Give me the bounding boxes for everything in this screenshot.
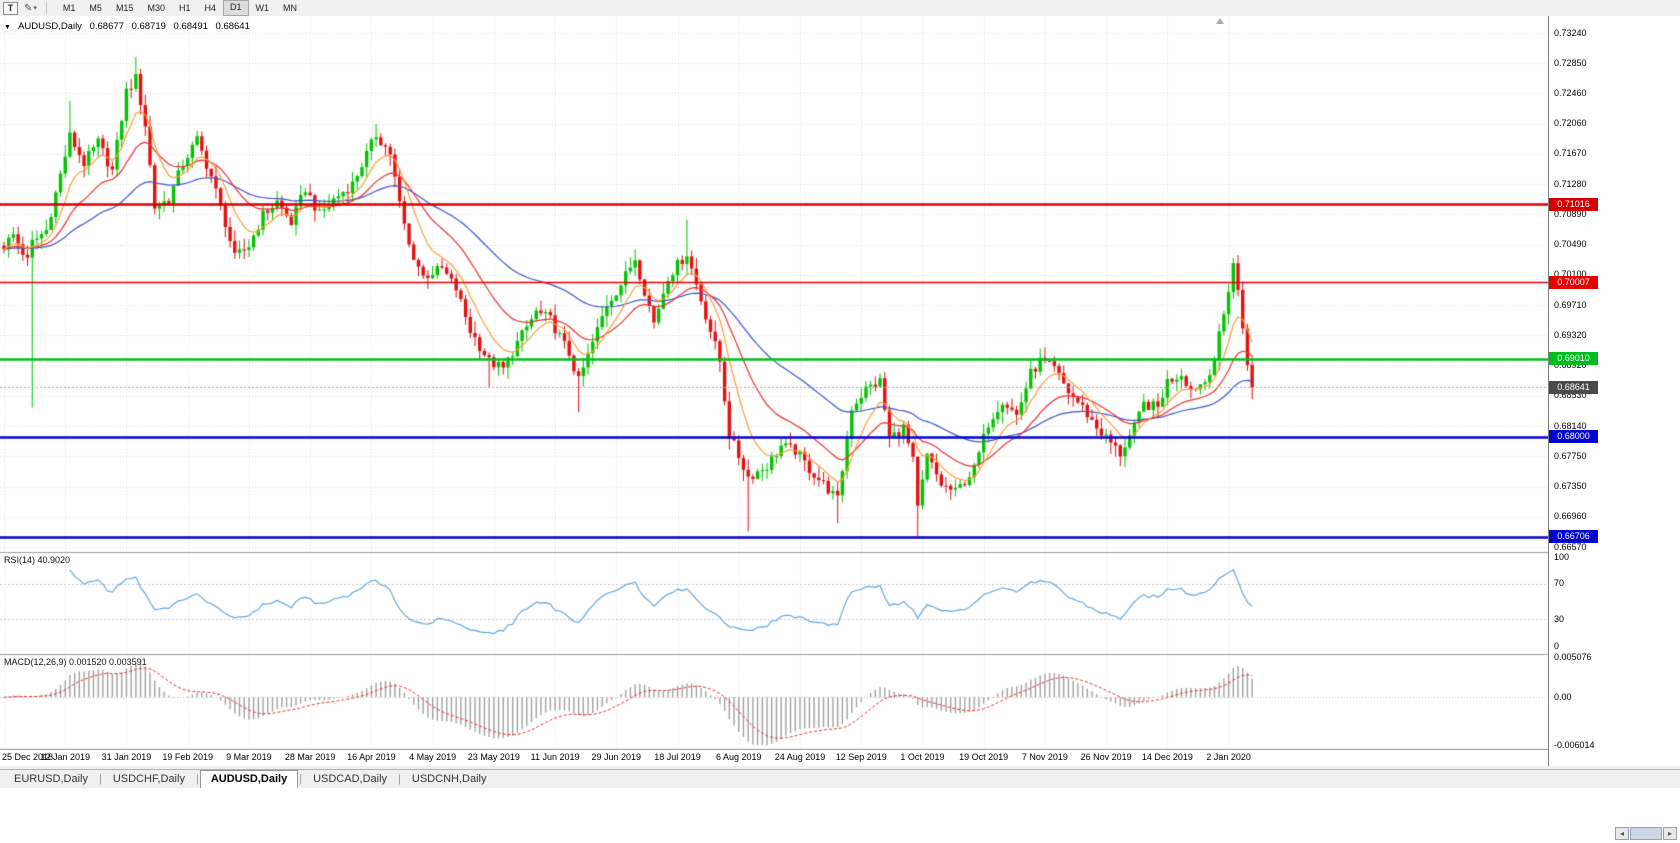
macd-axis-label: 0.00 xyxy=(1554,691,1572,702)
rsi-axis-label: 30 xyxy=(1554,613,1565,624)
date-axis-label: 28 Mar 2019 xyxy=(284,752,336,762)
bottom-strip: ◂ ▸ xyxy=(0,788,1680,843)
price-level-tag: 0.66706 xyxy=(1549,530,1598,544)
date-axis-label: 29 Jun 2019 xyxy=(591,752,642,762)
symbol-dropdown-icon[interactable]: ▼ xyxy=(4,24,11,31)
chart-shift-marker-icon xyxy=(1216,18,1224,24)
price-axis-label: 0.73240 xyxy=(1554,27,1587,38)
tab-scrollbar[interactable]: ◂ ▸ xyxy=(1615,827,1677,840)
date-axis-label: 25 Dec 2018 xyxy=(2,752,54,762)
date-axis-label: 11 Jun 2019 xyxy=(530,752,580,762)
timeframe-button-h4[interactable]: H4 xyxy=(204,3,216,13)
tab-separator: | xyxy=(299,773,303,785)
date-axis[interactable]: 25 Dec 2018 12 Jan 2019 31 Jan 2019 19 Feb … xyxy=(0,750,1548,766)
date-axis-label: 7 Nov 2019 xyxy=(1021,752,1068,762)
price-axis-label: 0.67350 xyxy=(1554,481,1587,492)
price-axis-label: 0.70490 xyxy=(1554,239,1587,250)
date-axis-label: 16 Apr 2019 xyxy=(347,752,396,762)
price-axis-label: 0.70100 xyxy=(1554,269,1587,280)
date-axis-label: 19 Feb 2019 xyxy=(162,752,213,762)
tool-dropdown-caret-icon[interactable]: ▾ xyxy=(33,5,37,12)
date-axis-label: 12 Sep 2019 xyxy=(835,752,887,762)
price-axis-label: 0.68530 xyxy=(1554,390,1587,401)
price-axis-label: 0.68140 xyxy=(1554,420,1587,431)
macd-axis-label: 0.005076 xyxy=(1554,651,1592,662)
top-toolbar: T ✎ ▾ M1 M5 M15 M30 H1 H4 D1 W1 MN xyxy=(0,0,1680,17)
timeframe-button-mn[interactable]: MN xyxy=(283,3,298,13)
timeframe-button-m5[interactable]: M5 xyxy=(89,3,102,13)
price-axis-label: 0.69320 xyxy=(1554,329,1587,340)
date-axis-label: 4 May 2019 xyxy=(409,752,457,762)
date-axis-label: 19 Oct 2019 xyxy=(959,752,1009,762)
date-axis-label: 9 Mar 2019 xyxy=(226,752,272,762)
chart-tab-audusd-daily[interactable]: AUDUSD,Daily xyxy=(199,770,299,788)
price-axis-label: 0.66960 xyxy=(1554,511,1587,522)
price-axis-label: 0.66570 xyxy=(1554,541,1587,552)
tab-separator: | xyxy=(195,773,199,785)
price-axis-label: 0.72060 xyxy=(1554,118,1587,129)
price-axis-label: 0.71670 xyxy=(1554,148,1587,159)
timeframe-button-h1[interactable]: H1 xyxy=(178,3,191,13)
price-axis-label: 0.72460 xyxy=(1554,87,1587,98)
scroll-right-button[interactable]: ▸ xyxy=(1663,827,1677,840)
rsi-axis-label: 0 xyxy=(1554,640,1560,651)
chart-tab-eurusd-daily[interactable]: EURUSD,Daily xyxy=(14,773,88,785)
price-level-tag: 0.69010 xyxy=(1549,352,1598,366)
chart-ohlc-header: ▼ AUDUSD,Daily 0.68677 0.68719 0.68491 0… xyxy=(4,21,255,32)
date-axis-label: 31 Jan 2019 xyxy=(101,752,152,762)
timeframe-button-m1[interactable]: M1 xyxy=(62,3,76,13)
price-axis-label: 0.72850 xyxy=(1554,57,1587,68)
pencil-tool-icon[interactable]: ✎ xyxy=(24,2,33,14)
price-axis-label: 0.71280 xyxy=(1554,178,1587,189)
price-level-tag: 0.71016 xyxy=(1549,197,1598,211)
chart-symbol-label: AUDUSD,Daily xyxy=(18,21,82,32)
scrollbar-thumb[interactable] xyxy=(1630,827,1662,840)
price-axis-label: 0.67750 xyxy=(1554,450,1587,461)
chart-tab-usdcnh-daily[interactable]: USDCNH,Daily xyxy=(411,773,487,785)
price-axis-label: 0.70890 xyxy=(1554,208,1587,219)
macd-axis-label: -0.006014 xyxy=(1554,739,1595,750)
date-axis-label: 26 Nov 2019 xyxy=(1080,752,1132,762)
ohlc-high-value: 0.68719 xyxy=(131,21,166,32)
chart-tab-usdcad-daily[interactable]: USDCAD,Daily xyxy=(313,773,388,785)
timeframe-button-m15[interactable]: M15 xyxy=(115,3,134,13)
scroll-left-button[interactable]: ◂ xyxy=(1615,827,1629,840)
date-axis-label: 12 Jan 2019 xyxy=(40,752,90,762)
date-axis-label: 2 Jan 2020 xyxy=(1206,752,1251,762)
rsi-axis-label: 70 xyxy=(1554,578,1565,589)
chart-canvas[interactable] xyxy=(0,16,1548,750)
timeframe-button-m30[interactable]: M30 xyxy=(147,3,165,13)
date-axis-label: 23 May 2019 xyxy=(467,752,520,762)
text-tool-button[interactable]: T xyxy=(3,1,18,15)
date-axis-label: 1 Oct 2019 xyxy=(900,752,945,762)
ohlc-close-value: 0.68641 xyxy=(215,21,250,32)
date-axis-label: 18 Jul 2019 xyxy=(654,752,701,762)
macd-indicator-label: MACD(12,26,9) 0.001520 0.003591 xyxy=(4,657,147,667)
price-level-tag: 0.70007 xyxy=(1549,275,1598,289)
timeframe-buttons: M1 M5 M15 M30 H1 H4 D1 W1 MN xyxy=(56,0,304,16)
tab-separator: | xyxy=(98,773,102,785)
date-axis-label: 6 Aug 2019 xyxy=(715,752,762,762)
chart-tab-usdchf-daily[interactable]: USDCHF,Daily xyxy=(112,773,185,785)
ohlc-open-value: 0.68677 xyxy=(89,21,124,32)
timeframe-button-d1[interactable]: D1 xyxy=(223,0,249,16)
price-level-tag: 0.68641 xyxy=(1549,380,1598,394)
chart-tab-bar: EURUSD,Daily | USDCHF,Daily | AUDUSD,Daily | U… xyxy=(0,769,1680,788)
tab-separator: | xyxy=(398,773,401,785)
date-axis-label: 24 Aug 2019 xyxy=(774,752,826,762)
price-axis-label: 0.69710 xyxy=(1554,299,1587,310)
toolbar-separator xyxy=(45,2,47,14)
price-level-tag: 0.68000 xyxy=(1549,430,1598,444)
ohlc-low-value: 0.68491 xyxy=(173,21,208,32)
timeframe-button-w1[interactable]: W1 xyxy=(255,3,270,13)
rsi-axis-label: 100 xyxy=(1554,551,1570,562)
rsi-indicator-label: RSI(14) 40.9020 xyxy=(4,555,71,565)
date-axis-label: 14 Dec 2019 xyxy=(1141,752,1193,762)
price-axis[interactable]: 0.73240 0.72850 0.72460 0.72060 0.71670 0.712… xyxy=(1548,16,1680,766)
